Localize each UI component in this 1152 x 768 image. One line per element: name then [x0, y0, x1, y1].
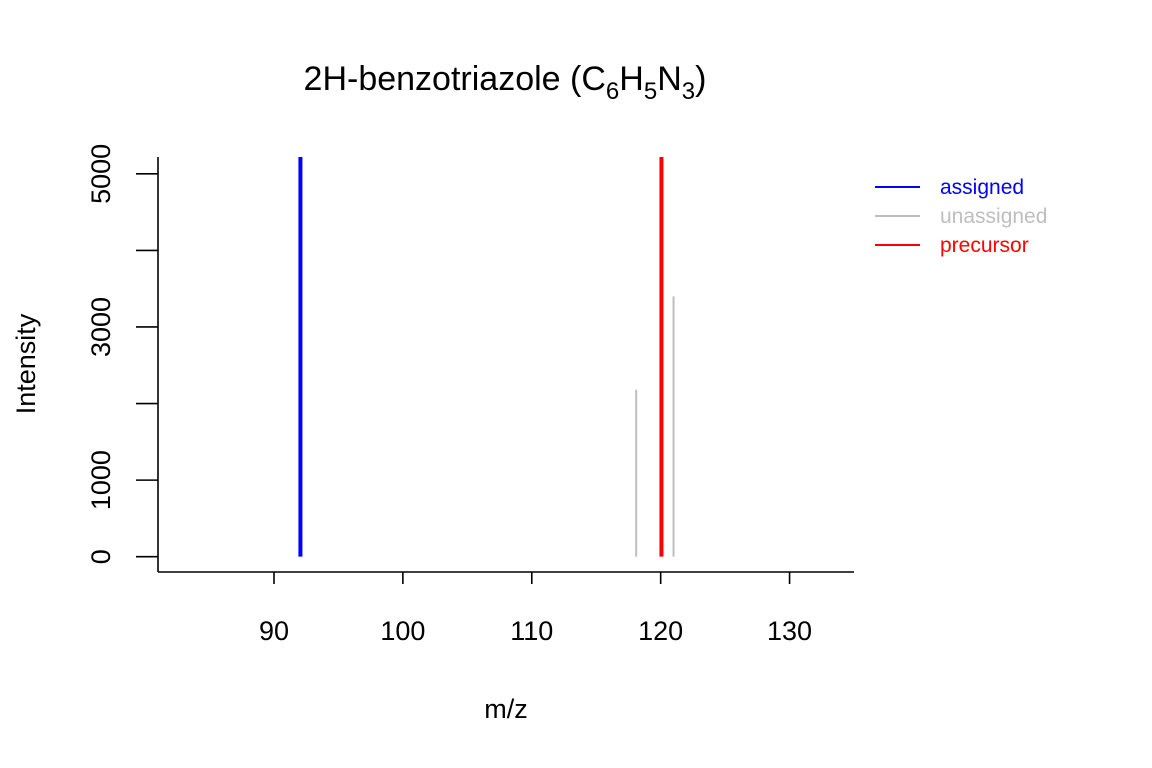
legend-label-precursor: precursor: [940, 234, 1029, 257]
chart-title: 2H-benzotriazole (C6H5N3): [304, 60, 707, 105]
legend: assigned unassigned precursor: [875, 176, 1047, 257]
chart-title-text: N: [657, 60, 682, 98]
chart-title-subscript: 5: [644, 78, 657, 105]
x-tick-label: 120: [638, 616, 683, 646]
axes: 90 100 110 120 130 0 1000 3000 5000: [86, 144, 854, 646]
x-axis-title: m/z: [484, 694, 528, 724]
x-tick-label: 130: [767, 616, 812, 646]
chart-title-subscript: 6: [606, 78, 619, 105]
chart-title-subscript: 3: [682, 78, 695, 105]
y-tick-label: 1000: [86, 450, 116, 510]
y-tick-label: 5000: [86, 144, 116, 204]
chart-title-text: H: [619, 60, 644, 98]
y-tick-label: 0: [86, 549, 116, 564]
legend-label-unassigned: unassigned: [940, 205, 1047, 228]
chart-title-text: 2H-benzotriazole (C: [304, 60, 606, 98]
legend-label-assigned: assigned: [940, 176, 1024, 199]
chart-title-text: ): [695, 60, 706, 98]
y-axis-title: Intensity: [11, 313, 41, 414]
x-tick-label: 90: [259, 616, 289, 646]
x-tick-label: 110: [510, 616, 553, 646]
x-tick-label: 100: [380, 616, 425, 646]
y-tick-label: 3000: [86, 297, 116, 357]
peaks: [298, 157, 675, 557]
